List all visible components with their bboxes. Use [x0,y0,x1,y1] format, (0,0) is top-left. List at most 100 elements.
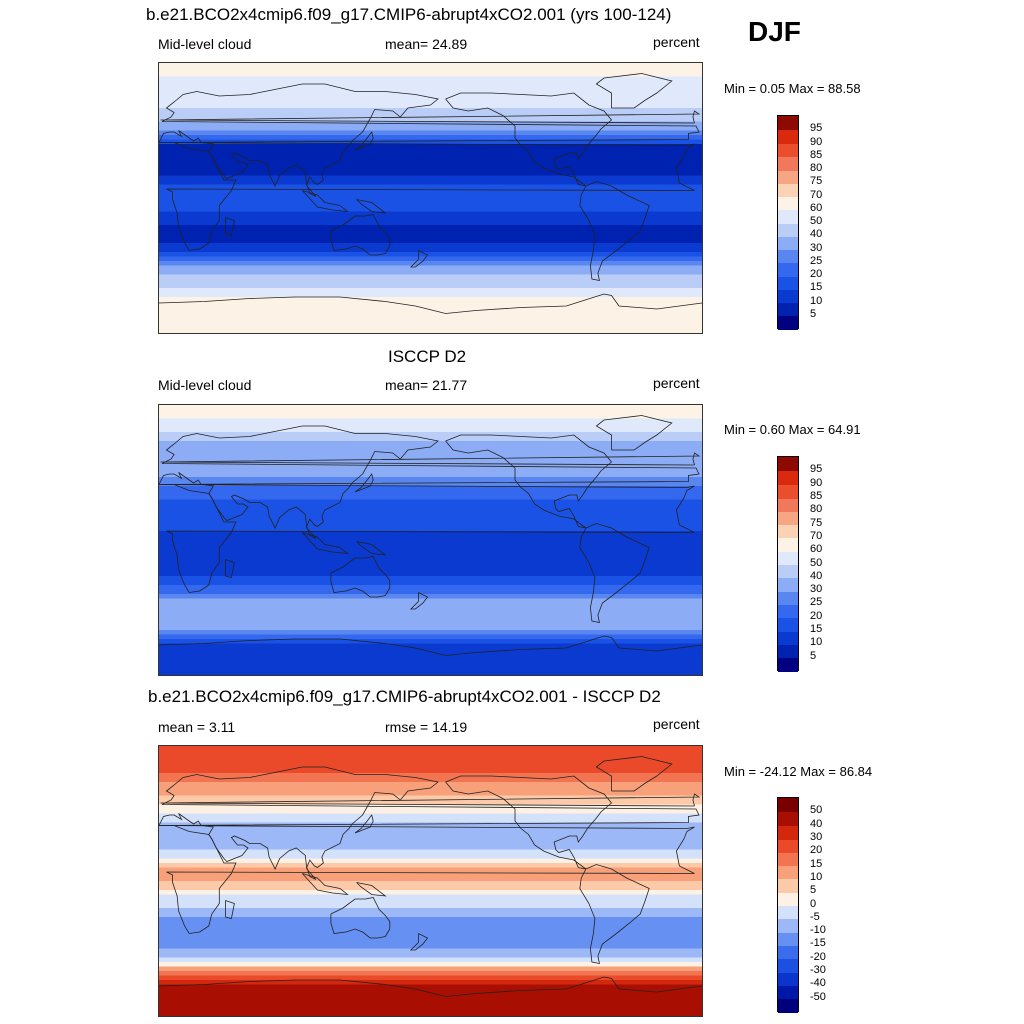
cloud-band [159,1011,702,1016]
cloud-band [159,643,702,649]
cloud-band [159,989,702,994]
coastline [354,473,374,493]
cloud-band [159,508,702,514]
cloud-band [159,589,702,595]
cloud-band [159,441,702,446]
cloud-band [159,890,702,895]
colorbar-swatch [778,616,798,632]
coastline [159,293,702,314]
coastline [579,181,650,282]
cloud-band [159,657,702,662]
cloud-band [159,409,702,415]
cloud-band [159,746,702,751]
coastline [159,766,700,880]
panel-2-mean-label: mean= 21.77 [385,377,468,393]
cloud-band [159,540,702,545]
coastline [356,199,387,214]
cloud-band [159,948,702,954]
colorbar-tick-label: 90 [810,476,823,489]
colorbar-tick-label: 95 [810,463,823,476]
panel-1-title: b.e21.BCO2x4cmip6.f09_g17.CMIP6-abrupt4x… [146,5,672,24]
colorbar-swatch [778,971,798,986]
cloud-band [159,818,702,823]
cloud-band [159,666,702,671]
colorbar-swatch [778,851,798,867]
map-svg [159,405,702,675]
colorbar-swatch [778,129,798,145]
colorbar-swatch [778,864,798,880]
cloud-band [159,81,702,86]
cloud-band [159,648,702,653]
cloud-band [159,625,702,631]
coastline [445,775,613,870]
colorbar-swatch [778,904,798,920]
cloud-band [159,270,702,275]
colorbar-swatch [778,536,798,552]
coastline [354,814,374,834]
cloud-band [159,558,702,563]
colorbar-swatch [778,222,798,237]
coastline [159,83,700,197]
cloud-band [159,324,702,329]
colorbar-tick-label: 15 [810,623,823,636]
cloud-band [159,67,702,73]
colorbar-tick-label: 20 [810,844,823,857]
colorbar-tick-label: 75 [810,175,823,188]
cloud-band [159,791,702,796]
cloud-band [159,247,702,253]
cloud-band [159,405,702,410]
cloud-band [159,481,702,487]
colorbar-tick-label: 70 [810,529,823,542]
colorbar-swatch [778,590,798,606]
cloud-band [159,908,702,913]
colorbar-tick-label: 15 [810,281,823,294]
cloud-band [159,836,702,841]
panel-2-variable-label: Mid-level cloud [158,377,252,393]
cloud-band [159,292,702,298]
coastline [409,250,429,268]
colorbar-tick-label: 80 [810,503,823,516]
cloud-band [159,935,702,940]
coastline [330,214,391,256]
cloud-band [159,144,702,149]
colorbar-tick-label: 10 [810,636,823,649]
cloud-band [159,175,702,181]
panel-2-title: ISCCP D2 [388,347,467,366]
cloud-band [159,468,702,473]
cloud-band [159,957,702,963]
colorbar-tick-label: 20 [810,268,823,280]
cloud-band [159,207,702,212]
cloud-band [159,603,702,608]
cloud-band [159,966,702,972]
cloud-band [159,297,702,302]
cloud-band [159,94,702,100]
colorbar-swatch [778,208,798,224]
colorbar-swatch [778,301,798,317]
cloud-band [159,1002,702,1008]
colorbar-tick-label: 85 [810,489,823,502]
coastline [159,425,700,539]
cloud-band [159,652,702,658]
panel-2-units-label: percent [653,375,700,391]
coastline [225,900,235,919]
cloud-band [159,319,702,325]
cloud-band [159,782,702,787]
cloud-band [159,306,702,311]
colorbar-tick-label: 40 [810,817,823,830]
cloud-band [159,998,702,1003]
cloud-band [159,495,702,500]
cloud-band [159,256,702,262]
cloud-band [159,193,702,199]
colorbar-swatch [778,261,798,277]
cloud-band [159,962,702,967]
cloud-band [159,975,702,981]
cloud-band [159,328,702,333]
colorbar-tick-label: 50 [810,215,823,227]
cloud-band [159,786,702,792]
cloud-band [159,72,702,77]
coastline [302,190,349,213]
cloud-band [159,607,702,613]
coastline [225,559,235,578]
panel-3-rmse-label: rmse = 14.19 [385,719,468,735]
cloud-band [159,108,702,113]
